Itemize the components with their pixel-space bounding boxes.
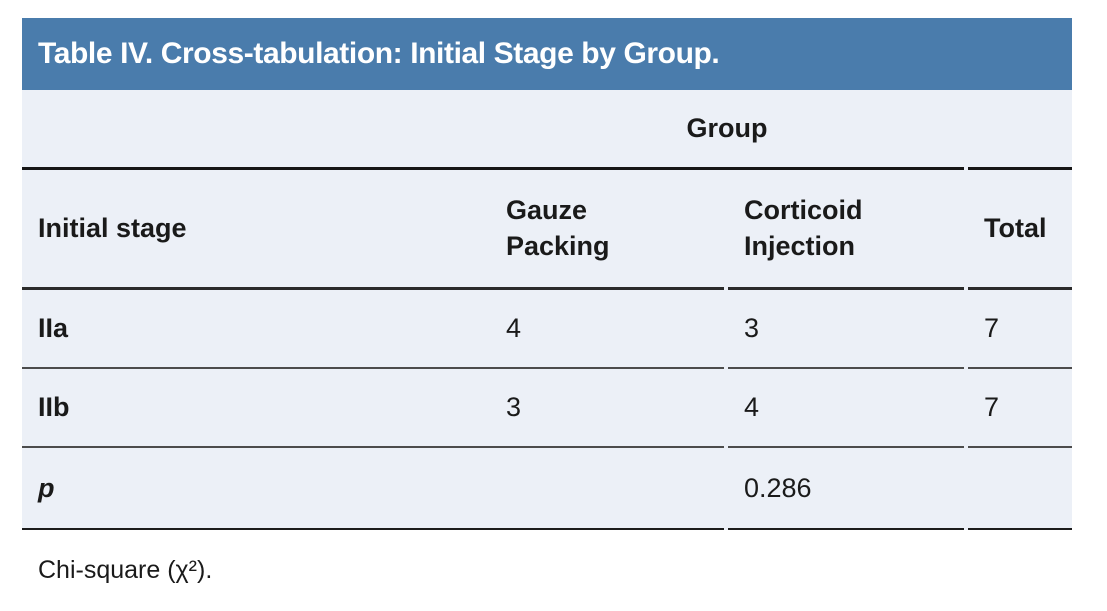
cell-gauze: 3: [490, 369, 724, 448]
row-label: p: [22, 448, 490, 530]
column-header-initial-stage: Initial stage: [22, 170, 490, 290]
cell-gauze: [490, 448, 724, 530]
table-row-iib: IIb 3 4 7: [22, 369, 1072, 448]
column-header-row: Initial stage Gauze Packing Corticoid In…: [22, 170, 1072, 290]
column-header-gauze-packing: Gauze Packing: [490, 170, 724, 290]
cell-total: [968, 448, 1072, 530]
cell-gauze: 4: [490, 290, 724, 369]
row-label: IIa: [22, 290, 490, 369]
table-card: Table IV. Cross-tabulation: Initial Stag…: [22, 18, 1072, 585]
cell-corticoid: 3: [728, 290, 964, 369]
cell-corticoid: 0.286: [728, 448, 964, 530]
table-footnote: Chi-square (χ²).: [38, 556, 213, 584]
cell-total: 7: [968, 369, 1072, 448]
group-row-empty-cell: [22, 90, 490, 170]
row-label: IIb: [22, 369, 490, 448]
group-header-row: Group: [22, 90, 1072, 170]
column-header-corticoid-injection: Corticoid Injection: [728, 170, 964, 290]
table-row-p-value: p 0.286: [22, 448, 1072, 530]
cell-corticoid: 4: [728, 369, 964, 448]
column-header-gauze-packing-label: Gauze Packing: [506, 194, 610, 261]
column-header-corticoid-injection-label: Corticoid Injection: [744, 194, 863, 261]
cross-tabulation-table: Group Initial stage Gauze Packing Cortic…: [22, 90, 1072, 530]
table-row-iia: IIa 4 3 7: [22, 290, 1072, 369]
group-row-empty-cell: [968, 90, 1072, 170]
group-spanner-cell: Group: [490, 90, 964, 170]
cell-total: 7: [968, 290, 1072, 369]
column-header-total: Total: [968, 170, 1072, 290]
table-title-bar: Table IV. Cross-tabulation: Initial Stag…: [22, 18, 1072, 90]
table-title: Table IV. Cross-tabulation: Initial Stag…: [38, 37, 720, 70]
